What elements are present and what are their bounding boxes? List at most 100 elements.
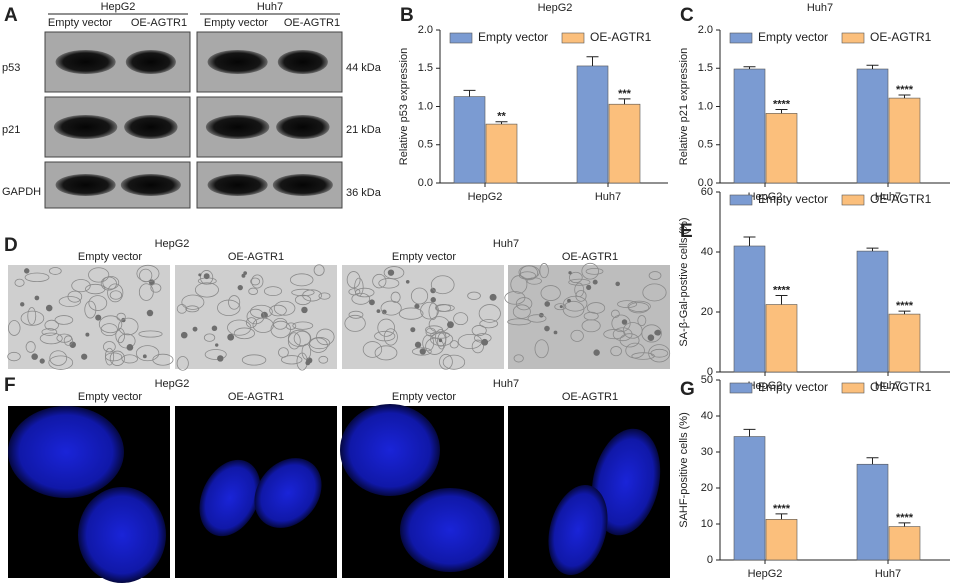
cell: [610, 346, 622, 357]
cell: [48, 355, 74, 370]
cell: [281, 355, 303, 365]
error-bar: [775, 109, 788, 114]
cell: [109, 350, 125, 366]
cell: [467, 291, 481, 300]
cell: [637, 315, 647, 327]
cell: [435, 329, 447, 347]
cell: [570, 329, 584, 342]
nucleus: [592, 279, 598, 285]
legend-swatch: [729, 32, 753, 44]
cell: [138, 330, 163, 338]
cell: [442, 354, 466, 370]
cell: [292, 321, 314, 330]
condition: OE-AGTR1: [228, 391, 284, 403]
cell: [136, 264, 160, 283]
condition: Empty vector: [78, 251, 143, 263]
cell: [44, 319, 59, 331]
error-bar: [898, 310, 911, 315]
cell: [318, 355, 329, 364]
nucleus: [387, 269, 395, 276]
cell: [252, 317, 274, 333]
nucleus: [85, 332, 90, 337]
cell: [301, 343, 312, 360]
significance: ****: [773, 98, 791, 110]
legend-label: OE-AGTR1: [870, 192, 932, 206]
cell: [58, 296, 81, 307]
cell: [233, 327, 255, 340]
nucleus: [227, 333, 235, 341]
nucleus: [146, 309, 154, 317]
blot-band: [207, 50, 268, 74]
blot-band: [205, 115, 270, 139]
error-bar: [586, 56, 599, 66]
blot-band: [55, 50, 116, 74]
nucleus: [243, 271, 247, 275]
panel-label: C: [680, 5, 694, 26]
y-tick-label: 40: [701, 410, 713, 422]
error-bar: [866, 247, 879, 252]
bar: [888, 97, 921, 184]
cell: [515, 297, 533, 311]
x-tick-label: Huh7: [875, 568, 901, 580]
cell: [20, 310, 45, 326]
cell: [100, 276, 117, 291]
legend-swatch: [449, 32, 473, 44]
cell-line: Huh7: [493, 378, 519, 390]
nucleus: [447, 321, 454, 329]
cell: [648, 344, 671, 363]
error-bar: [743, 236, 756, 246]
cell: [285, 322, 297, 330]
nucleus: [198, 273, 202, 277]
blot-band: [120, 174, 181, 196]
micrographs: [7, 262, 671, 371]
cell: [346, 271, 361, 289]
error-bar: [898, 522, 911, 527]
chart-title: HepG2: [538, 2, 573, 14]
protein: GAPDH: [2, 186, 41, 198]
legend-label: OE-AGTR1: [590, 30, 652, 44]
nucleus: [180, 331, 188, 339]
blot-images: [44, 31, 343, 209]
cell: [581, 319, 601, 333]
condition: OE-AGTR1: [131, 17, 187, 29]
cell: [539, 263, 549, 279]
y-tick-label: 40: [701, 246, 713, 258]
cell: [512, 304, 531, 319]
cell: [527, 314, 547, 323]
cell: [471, 339, 484, 354]
cell: [88, 267, 110, 283]
cell: [150, 283, 162, 293]
y-tick-label: 2.0: [418, 24, 433, 36]
nucleus: [586, 284, 592, 290]
x-tick-label: HepG2: [748, 191, 783, 203]
cell: [411, 347, 432, 356]
cell: [316, 328, 335, 346]
cell: [98, 315, 123, 334]
cell: [362, 341, 383, 358]
cell: [430, 275, 455, 295]
cell: [625, 342, 645, 359]
cell: [390, 291, 401, 303]
nucleus: [301, 306, 308, 314]
y-tick-label: 1.5: [418, 62, 433, 74]
y-tick-label: 0.0: [698, 177, 713, 189]
cell: [631, 352, 655, 360]
blot-band: [272, 174, 333, 196]
y-tick-label: 10: [701, 518, 713, 530]
cell-line: HepG2: [101, 1, 136, 13]
cell: [585, 267, 604, 275]
nucleus: [381, 309, 387, 315]
cell: [227, 319, 252, 336]
bar: [856, 68, 889, 184]
cell: [617, 300, 638, 309]
error-bar: [898, 94, 911, 99]
condition: Empty vector: [204, 17, 269, 29]
cell: [383, 328, 398, 346]
cell: [650, 348, 669, 358]
cell: [439, 353, 453, 370]
x-tick-label: Huh7: [875, 380, 901, 392]
cell: [228, 295, 241, 310]
error-bar: [618, 98, 631, 105]
nucleus: [593, 349, 600, 356]
cell: [48, 267, 62, 275]
